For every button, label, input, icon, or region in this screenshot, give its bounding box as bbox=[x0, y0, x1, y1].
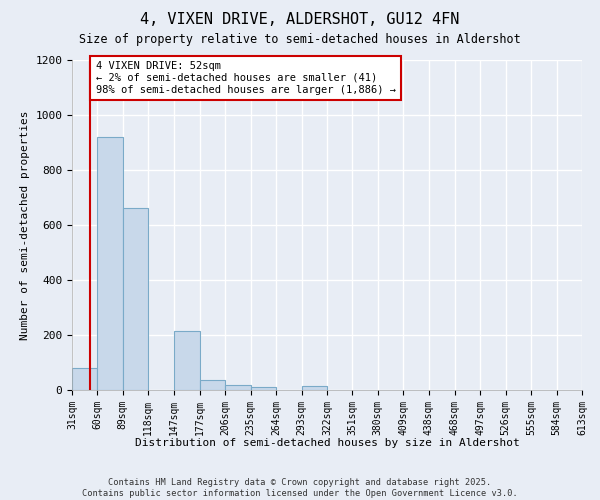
Bar bbox=[251, 386, 276, 390]
Text: Size of property relative to semi-detached houses in Aldershot: Size of property relative to semi-detach… bbox=[79, 32, 521, 46]
Y-axis label: Number of semi-detached properties: Number of semi-detached properties bbox=[20, 110, 30, 340]
Bar bbox=[97, 137, 123, 390]
Text: Contains HM Land Registry data © Crown copyright and database right 2025.
Contai: Contains HM Land Registry data © Crown c… bbox=[82, 478, 518, 498]
Text: 4, VIXEN DRIVE, ALDERSHOT, GU12 4FN: 4, VIXEN DRIVE, ALDERSHOT, GU12 4FN bbox=[140, 12, 460, 28]
Bar bbox=[302, 386, 327, 390]
Bar bbox=[200, 380, 226, 390]
Bar bbox=[173, 331, 200, 390]
X-axis label: Distribution of semi-detached houses by size in Aldershot: Distribution of semi-detached houses by … bbox=[134, 438, 520, 448]
Text: 4 VIXEN DRIVE: 52sqm
← 2% of semi-detached houses are smaller (41)
98% of semi-d: 4 VIXEN DRIVE: 52sqm ← 2% of semi-detach… bbox=[95, 62, 395, 94]
Bar bbox=[226, 384, 251, 390]
Bar bbox=[72, 368, 97, 390]
Bar bbox=[123, 208, 148, 390]
